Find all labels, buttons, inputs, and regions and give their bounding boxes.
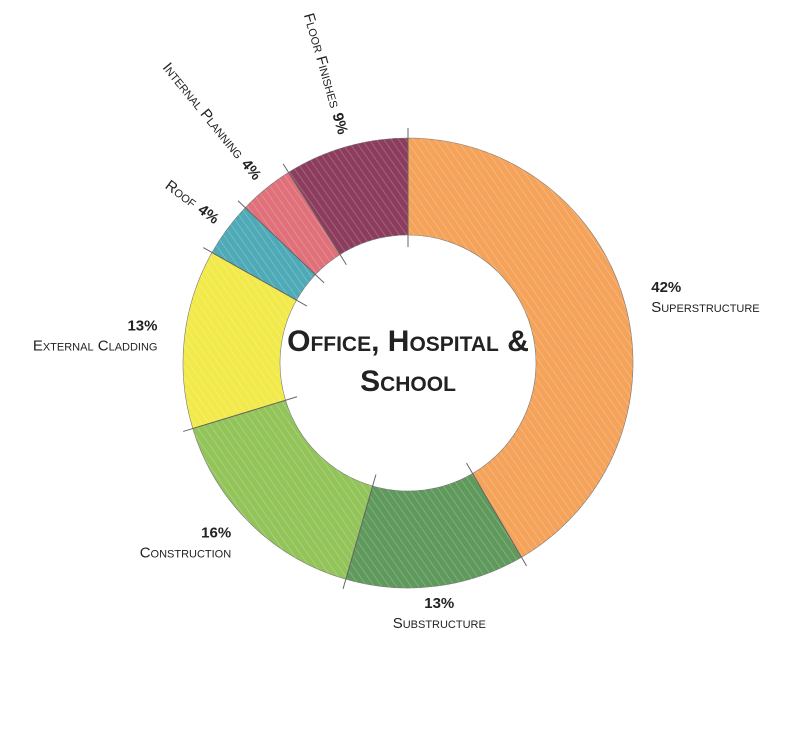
category-name: Internal Planning <box>159 60 247 163</box>
category-name: Roof <box>162 177 200 211</box>
slice-hatch <box>408 138 634 558</box>
chart-title: Office, Hospital & School <box>287 325 529 398</box>
slice-label: Internal Planning4% <box>159 60 265 184</box>
value-label: 42% <box>651 279 681 296</box>
slice-divider <box>237 200 325 284</box>
value-label: 9% <box>329 111 351 137</box>
slice-hatch <box>192 400 373 580</box>
slice-label: Floor Finishes9% <box>300 11 351 136</box>
slice-hatch <box>345 473 522 589</box>
category-name: Superstructure <box>651 299 759 316</box>
slice-divider <box>342 474 377 589</box>
slice-hatch <box>288 138 408 255</box>
value-label: 16% <box>201 525 231 542</box>
slice-divider <box>203 247 308 307</box>
slice-hatch <box>211 207 316 301</box>
value-label: 13% <box>424 595 454 612</box>
slice-divider <box>282 163 347 265</box>
category-name: Substructure <box>393 615 486 632</box>
slice-divider <box>466 462 527 567</box>
value-label: 4% <box>195 201 223 228</box>
category-name: Floor Finishes <box>300 11 343 110</box>
slice-hatch <box>183 252 297 429</box>
slice-hatch <box>245 172 341 275</box>
slice-divider <box>183 396 298 432</box>
slice-label: Roof4% <box>162 177 222 228</box>
category-name: Construction <box>140 545 232 562</box>
value-label: 4% <box>238 156 265 184</box>
value-label: 13% <box>127 318 157 335</box>
category-name: External Cladding <box>33 338 158 355</box>
